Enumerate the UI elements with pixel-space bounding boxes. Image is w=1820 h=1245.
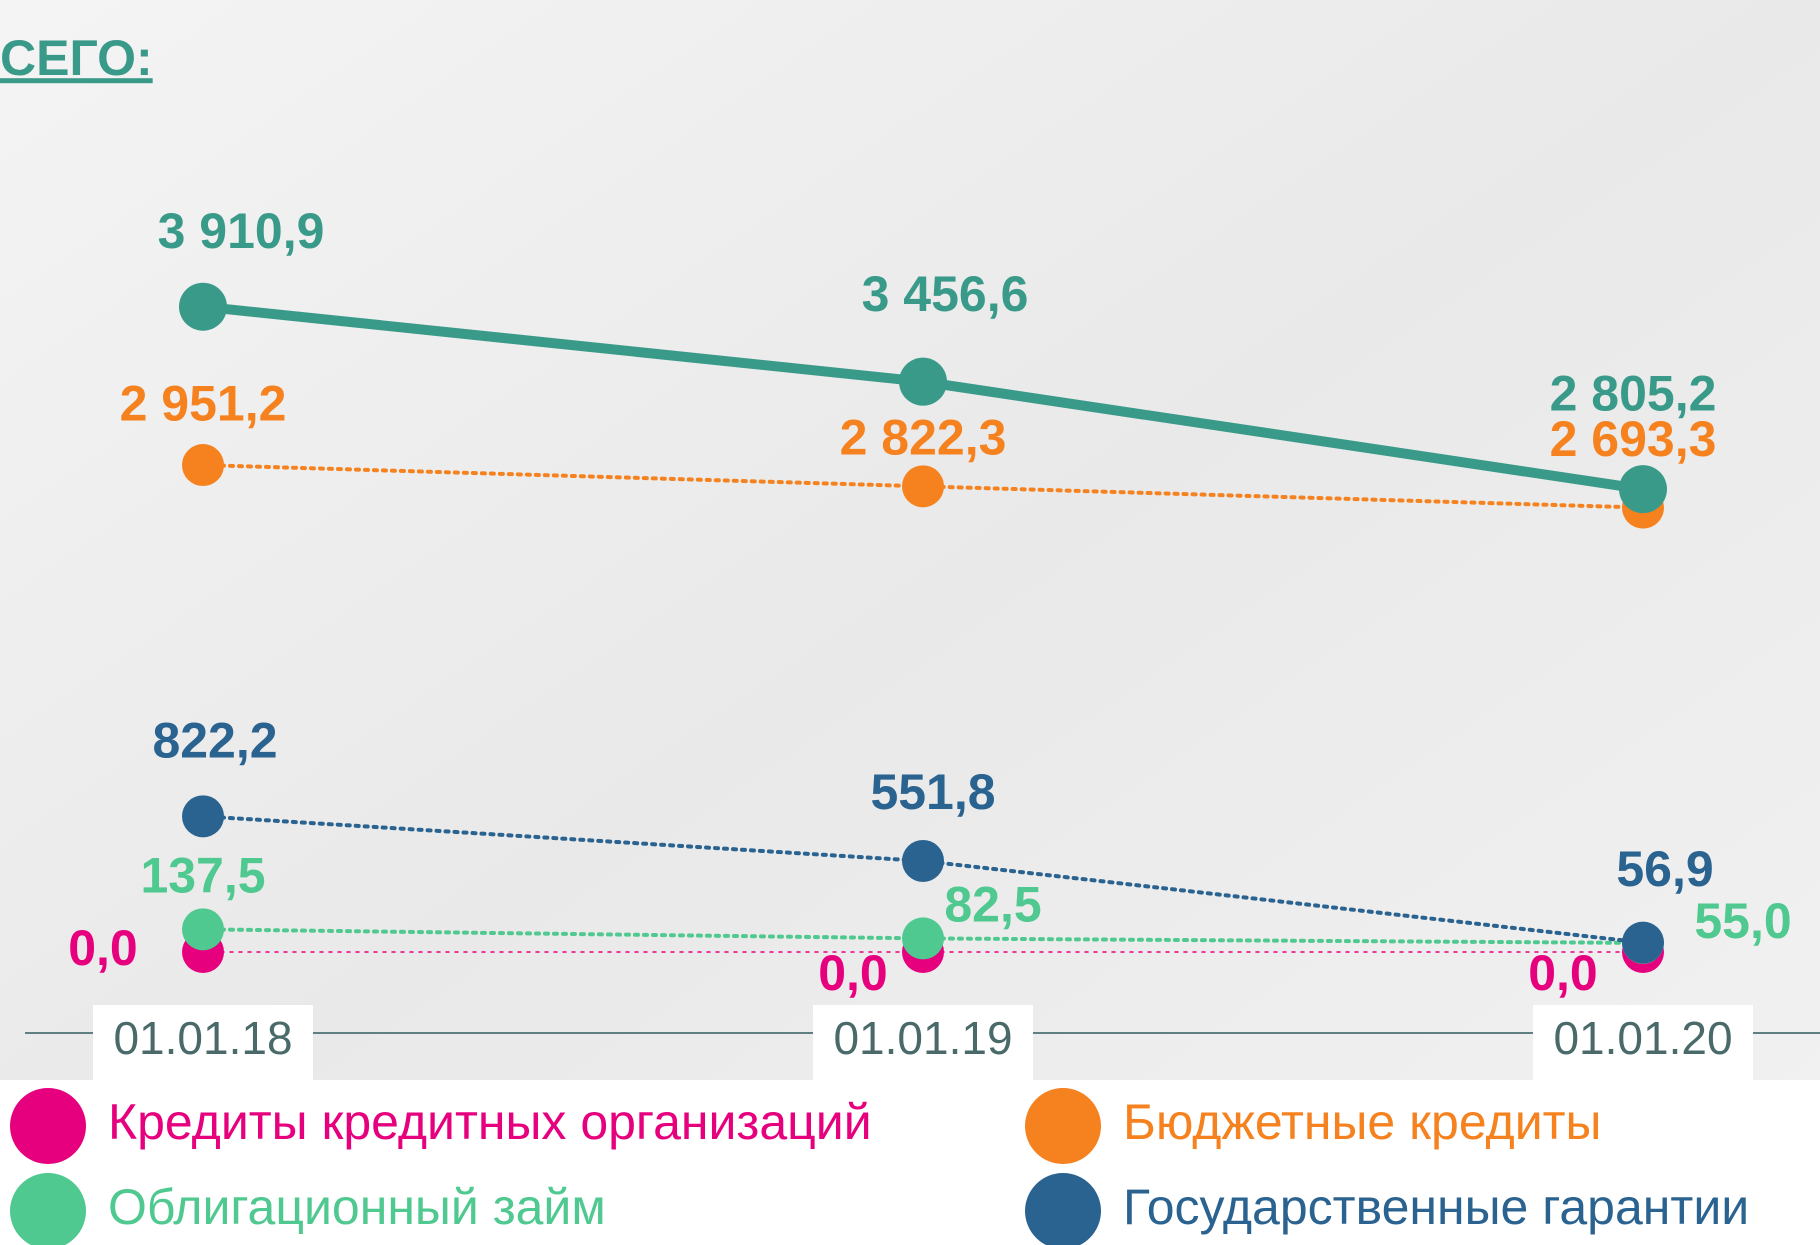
data-label: 82,5 [944,877,1041,933]
point [182,795,224,838]
legend-label: Облигационный займ [108,1179,606,1235]
point [902,839,944,882]
legend-label: Бюджетные кредиты [1123,1094,1601,1150]
point [179,282,227,331]
data-label: 3 456,6 [862,266,1029,322]
x-tick-label: 01.01.18 [113,1012,292,1064]
data-label: 2 693,3 [1550,411,1717,467]
x-tick-label: 01.01.19 [833,1012,1012,1064]
data-label: 2 805,2 [1550,365,1717,421]
legend-label: Государственные гарантии [1123,1179,1749,1235]
legend-marker [1025,1088,1101,1164]
point [1619,465,1667,514]
point [1622,921,1664,964]
point [899,357,947,406]
data-label: 55,0 [1694,893,1791,949]
data-label: 0,0 [68,920,138,976]
legend-background [0,1080,1820,1245]
chart-title: СЕГО: [0,30,153,86]
x-tick-box [1533,1005,1753,1080]
legend-marker [1025,1173,1101,1245]
x-tick-label: 01.01.20 [1553,1012,1732,1064]
data-label: 137,5 [140,848,265,904]
data-label: 0,0 [818,945,888,1001]
point [902,465,944,508]
data-label: 551,8 [870,764,995,820]
legend-label: Кредиты кредитных организаций [108,1094,872,1150]
legend-marker [10,1173,86,1245]
data-label: 2 822,3 [840,410,1007,466]
data-label: 3 910,9 [158,203,325,259]
x-tick-box [813,1005,1033,1080]
point [182,908,224,951]
data-label: 822,2 [152,713,277,769]
x-tick-box [93,1005,313,1080]
point [902,917,944,960]
data-label: 2 951,2 [120,375,287,431]
data-label: 0,0 [1528,945,1598,1001]
point [182,444,224,487]
legend-marker [10,1088,86,1164]
data-label: 56,9 [1616,841,1713,897]
